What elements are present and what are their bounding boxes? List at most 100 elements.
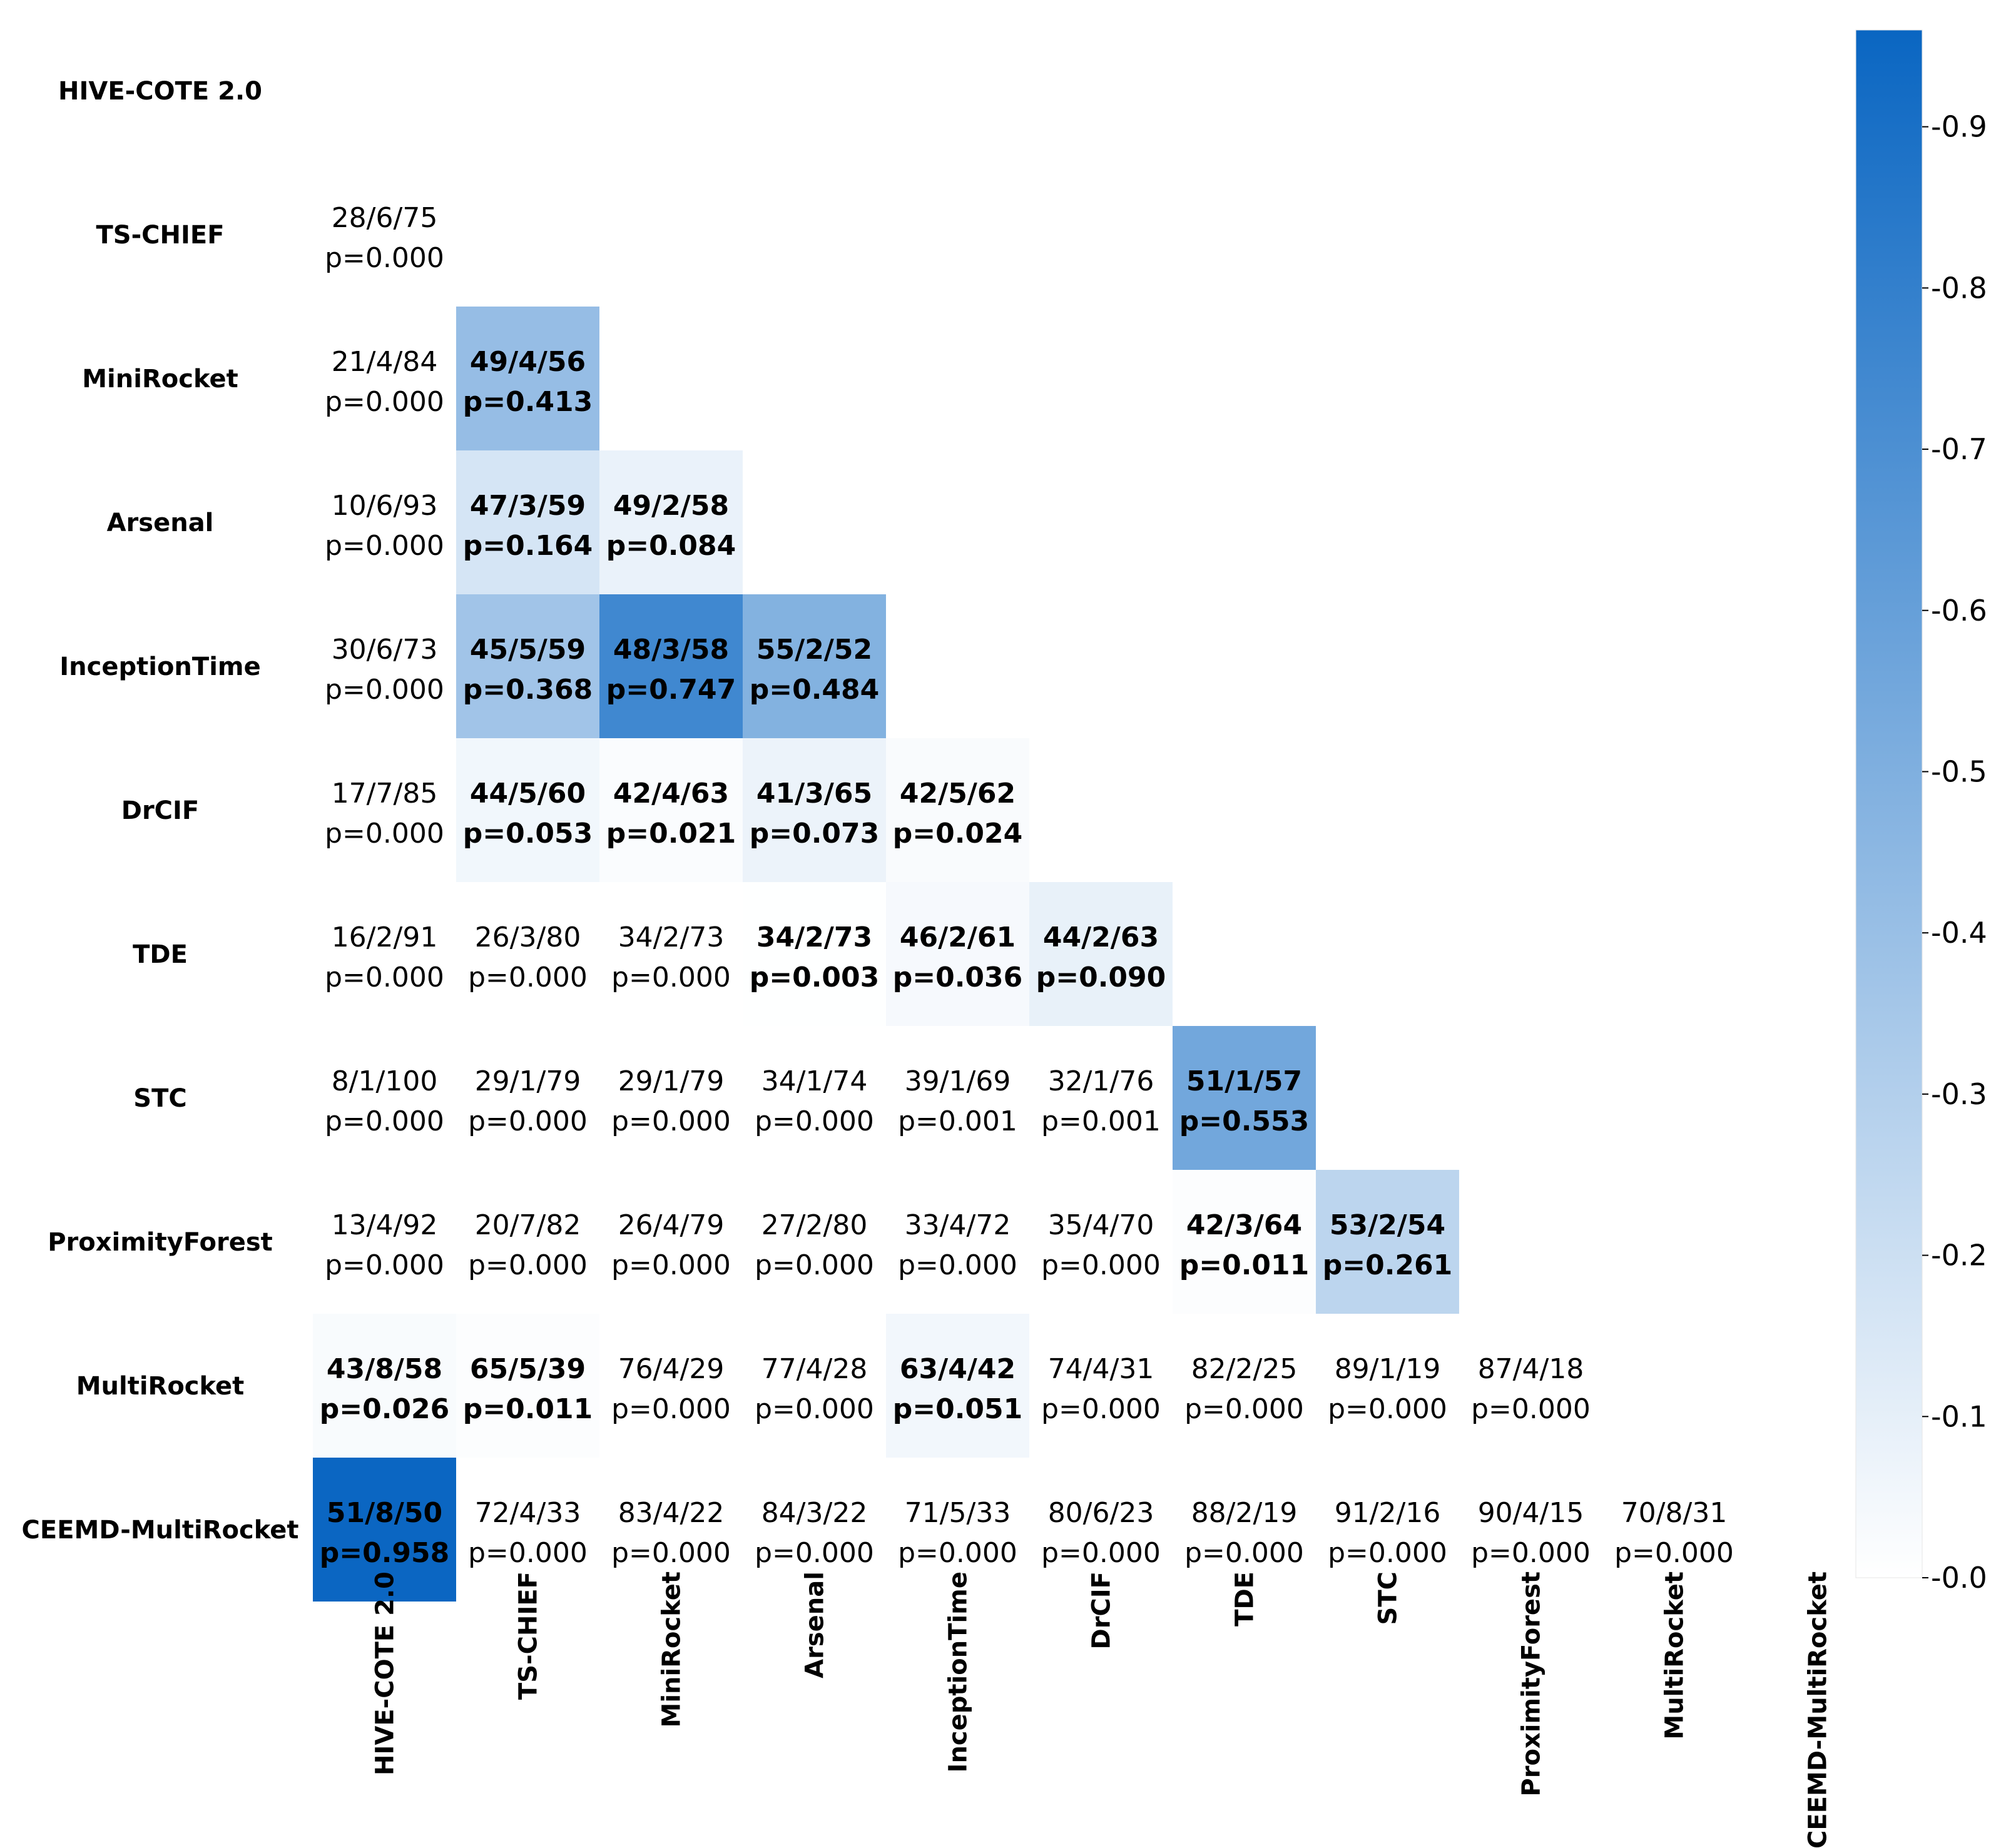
heatmap-cell: 17/7/85 p=0.000 bbox=[325, 778, 444, 850]
cell-win-tie-loss: 48/3/58 bbox=[613, 634, 729, 666]
cell-win-tie-loss: 42/3/64 bbox=[1186, 1209, 1302, 1241]
cell-fill bbox=[1316, 1170, 1459, 1314]
cell-win-tie-loss: 89/1/19 bbox=[1335, 1353, 1441, 1385]
heatmap-cell: 55/2/52 p=0.484 bbox=[743, 594, 886, 738]
heatmap-cell: 49/2/58 p=0.084 bbox=[599, 450, 743, 594]
cell-p-value: p=0.000 bbox=[611, 1393, 731, 1425]
heatmap-cell: 42/4/63 p=0.021 bbox=[599, 738, 743, 882]
cell-fill bbox=[456, 450, 599, 594]
cell-p-value: p=0.000 bbox=[325, 530, 444, 562]
cell-p-value: p=0.036 bbox=[893, 962, 1023, 993]
cell-fill bbox=[886, 738, 1029, 882]
cell-win-tie-loss: 10/6/93 bbox=[332, 490, 438, 522]
heatmap-cell: 34/2/73 p=0.000 bbox=[611, 921, 731, 993]
row-label: CEEMD-MultiRocket bbox=[22, 1516, 299, 1545]
cell-p-value: p=0.000 bbox=[898, 1249, 1017, 1281]
cell-p-value: p=0.000 bbox=[611, 1105, 731, 1137]
cell-p-value: p=0.024 bbox=[893, 818, 1023, 850]
heatmap-cell: 47/3/59 p=0.164 bbox=[456, 450, 599, 594]
cell-win-tie-loss: 30/6/73 bbox=[332, 634, 438, 666]
cell-win-tie-loss: 32/1/76 bbox=[1048, 1065, 1154, 1097]
cell-p-value: p=0.484 bbox=[750, 674, 880, 706]
row-label: MiniRocket bbox=[82, 365, 238, 393]
heatmap-cell: 74/4/31 p=0.000 bbox=[1041, 1353, 1161, 1425]
row-label: TDE bbox=[133, 940, 188, 969]
cell-fill bbox=[456, 1314, 599, 1458]
cell-p-value: p=0.000 bbox=[325, 1249, 444, 1281]
cell-win-tie-loss: 39/1/69 bbox=[905, 1065, 1011, 1097]
cell-p-value: p=0.000 bbox=[468, 1105, 588, 1137]
cell-p-value: p=0.958 bbox=[320, 1537, 450, 1569]
cell-win-tie-loss: 43/8/58 bbox=[327, 1353, 442, 1385]
row-label: HIVE-COTE 2.0 bbox=[58, 77, 262, 106]
heatmap-cell: 26/4/79 p=0.000 bbox=[611, 1209, 731, 1281]
cell-p-value: p=0.000 bbox=[1184, 1537, 1304, 1569]
cell-p-value: p=0.000 bbox=[755, 1105, 874, 1137]
cell-p-value: p=0.000 bbox=[468, 1537, 588, 1569]
cell-win-tie-loss: 29/1/79 bbox=[618, 1065, 725, 1097]
cell-p-value: p=0.001 bbox=[898, 1105, 1017, 1137]
cell-p-value: p=0.000 bbox=[611, 1537, 731, 1569]
heatmap-cell: 34/2/73 p=0.003 bbox=[743, 882, 886, 1026]
heatmap-cell: 53/2/54 p=0.261 bbox=[1316, 1170, 1459, 1314]
cell-p-value: p=0.000 bbox=[1328, 1537, 1447, 1569]
cell-p-value: p=0.000 bbox=[755, 1249, 874, 1281]
cell-p-value: p=0.000 bbox=[1471, 1537, 1591, 1569]
cell-win-tie-loss: 88/2/19 bbox=[1191, 1497, 1298, 1529]
heatmap-cell: 65/5/39 p=0.011 bbox=[456, 1314, 599, 1458]
colorbar: -0.0 -0.1 -0.2 -0.3 -0.4 -0.5 -0.6 -0.7 -0.8 -0.9 bbox=[1855, 29, 1987, 1595]
column-label: ProximityForest bbox=[1517, 1571, 1546, 1797]
row-label: MultiRocket bbox=[76, 1372, 245, 1401]
heatmap-cell: 35/4/70 p=0.000 bbox=[1041, 1209, 1161, 1281]
heatmap-cell: 13/4/92 p=0.000 bbox=[325, 1209, 444, 1281]
row-label: STC bbox=[133, 1084, 186, 1113]
heatmap-cell: 29/1/79 p=0.000 bbox=[611, 1065, 731, 1137]
cell-p-value: p=0.000 bbox=[468, 962, 588, 993]
colorbar-tick-label: -0.1 bbox=[1931, 1399, 1987, 1433]
cell-p-value: p=0.001 bbox=[1041, 1105, 1161, 1137]
cell-win-tie-loss: 83/4/22 bbox=[618, 1497, 725, 1529]
heatmap-cell: 28/6/75 p=0.000 bbox=[325, 202, 444, 274]
cell-win-tie-loss: 44/5/60 bbox=[470, 778, 586, 810]
cell-win-tie-loss: 46/2/61 bbox=[900, 921, 1016, 953]
cell-win-tie-loss: 70/8/31 bbox=[1621, 1497, 1728, 1529]
heatmap-cell: 48/3/58 p=0.747 bbox=[599, 594, 743, 738]
cell-win-tie-loss: 44/2/63 bbox=[1043, 921, 1159, 953]
cell-win-tie-loss: 51/8/50 bbox=[327, 1497, 442, 1529]
heatmap-cell: 51/1/57 p=0.553 bbox=[1173, 1026, 1316, 1170]
cell-win-tie-loss: 42/4/63 bbox=[613, 778, 729, 810]
cell-win-tie-loss: 16/2/91 bbox=[332, 921, 438, 953]
heatmap-cell: 29/1/79 p=0.000 bbox=[468, 1065, 588, 1137]
column-labels: HIVE-COTE 2.0 TS-CHIEF MiniRocket Arsenal In… bbox=[371, 1571, 1833, 1848]
row-label: DrCIF bbox=[121, 796, 200, 825]
heatmap-cell: 87/4/18 p=0.000 bbox=[1471, 1353, 1591, 1425]
cell-p-value: p=0.000 bbox=[325, 1105, 444, 1137]
heatmap-cell: 20/7/82 p=0.000 bbox=[468, 1209, 588, 1281]
cell-win-tie-loss: 87/4/18 bbox=[1478, 1353, 1584, 1385]
heatmap-cell: 82/2/25 p=0.000 bbox=[1184, 1353, 1304, 1425]
cell-win-tie-loss: 63/4/42 bbox=[900, 1353, 1016, 1385]
cell-p-value: p=0.084 bbox=[606, 530, 736, 562]
cell-p-value: p=0.000 bbox=[898, 1537, 1017, 1569]
cell-win-tie-loss: 51/1/57 bbox=[1186, 1065, 1302, 1097]
cell-fill bbox=[1173, 1026, 1316, 1170]
cell-p-value: p=0.553 bbox=[1179, 1105, 1310, 1137]
cell-win-tie-loss: 76/4/29 bbox=[618, 1353, 725, 1385]
column-label: TDE bbox=[1231, 1571, 1260, 1627]
cell-fill bbox=[599, 594, 743, 738]
cell-p-value: p=0.026 bbox=[320, 1393, 450, 1425]
cell-p-value: p=0.261 bbox=[1323, 1249, 1453, 1281]
cell-p-value: p=0.000 bbox=[611, 962, 731, 993]
cell-p-value: p=0.000 bbox=[325, 674, 444, 706]
colorbar-tick-label: -0.3 bbox=[1931, 1077, 1987, 1111]
heatmap-cell: 90/4/15 p=0.000 bbox=[1471, 1497, 1591, 1569]
cell-fill bbox=[1029, 882, 1173, 1026]
cell-fill bbox=[743, 594, 886, 738]
row-label: Arsenal bbox=[107, 509, 214, 537]
colorbar-tick-label: -0.0 bbox=[1931, 1561, 1987, 1595]
cell-p-value: p=0.051 bbox=[893, 1393, 1023, 1425]
cell-p-value: p=0.000 bbox=[1328, 1393, 1447, 1425]
cell-p-value: p=0.000 bbox=[1041, 1249, 1161, 1281]
cell-win-tie-loss: 91/2/16 bbox=[1335, 1497, 1441, 1529]
column-label: MultiRocket bbox=[1661, 1571, 1689, 1740]
